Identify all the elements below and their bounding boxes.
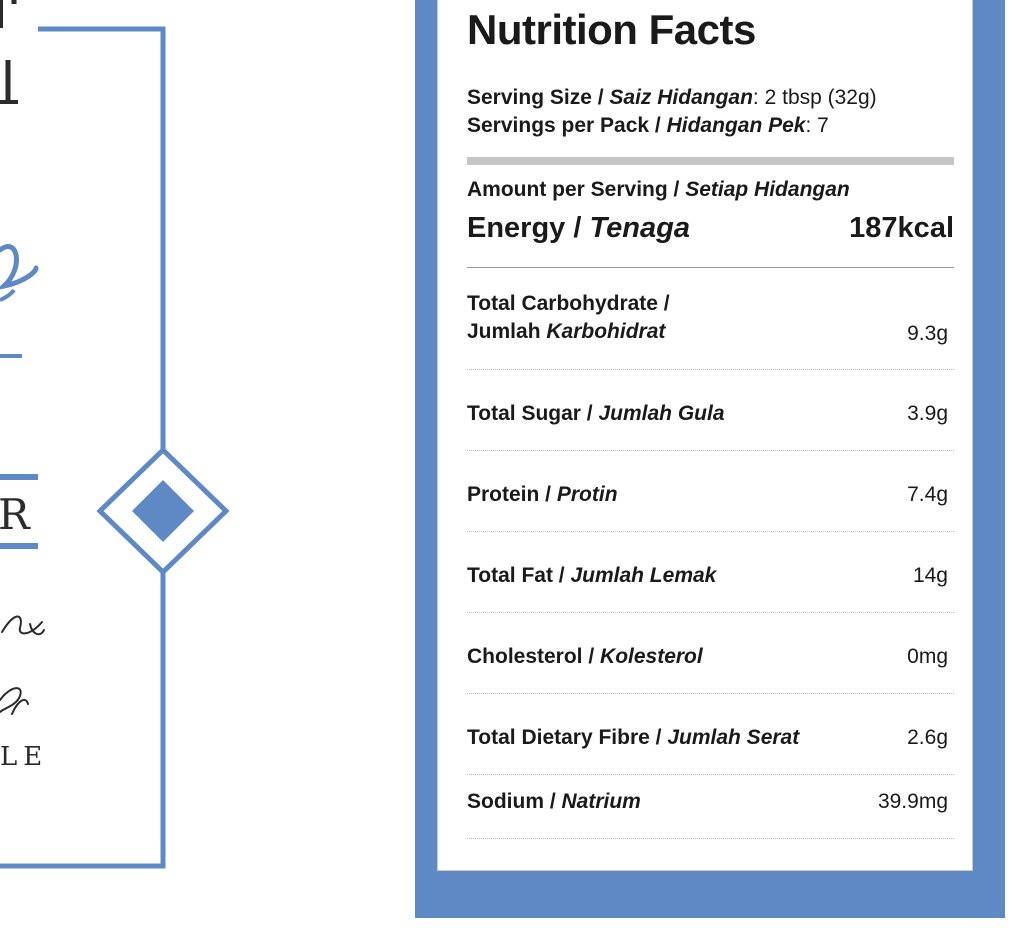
nutrient-label-en: Total Dietary Fibre / xyxy=(467,726,668,749)
nutrient-label-en2: Jumlah xyxy=(467,320,547,343)
servings-per-pack: Servings per Pack / Hidangan Pek: 7 xyxy=(467,114,829,138)
nutrient-value: 0mg xyxy=(907,645,948,668)
nutrient-value: 7.4g xyxy=(907,483,948,506)
nutrition-title: Nutrition Facts xyxy=(467,6,756,53)
energy-row: Energy / Tenaga 187kcal xyxy=(467,212,954,258)
nutrient-label-en: Total Sugar / xyxy=(467,402,599,425)
nutrient-label-ms: Karbohidrat xyxy=(546,320,666,343)
nutrient-label: Total Dietary Fibre / Jumlah Serat xyxy=(467,724,799,752)
label-letter: R xyxy=(0,490,30,539)
nutrient-label: Total Carbohydrate / xyxy=(467,292,670,315)
row-divider xyxy=(467,838,954,839)
energy-value: 187kcal xyxy=(849,212,954,244)
serving-size: Serving Size / Saiz Hidangan: 2 tbsp (32… xyxy=(467,86,877,110)
nutrient-value: 2.6g xyxy=(907,726,948,749)
serving-size-label: Serving Size / xyxy=(467,86,610,109)
servings-per-pack-value: : 7 xyxy=(805,114,829,137)
nutrient-label: Cholesterol / Kolesterol xyxy=(467,643,703,671)
nutrient-value: 14g xyxy=(912,564,948,587)
nutrient-row-sugar: Total Sugar / Jumlah Gula 3.9g xyxy=(467,400,954,428)
nutrient-label-en: Protein / xyxy=(467,483,557,506)
energy-label-ms: Tenaga xyxy=(589,212,690,244)
nutrient-value: 9.3g xyxy=(907,322,948,345)
nutrient-label-ms: Jumlah Serat xyxy=(667,726,800,749)
energy-label-en: Energy / xyxy=(467,212,590,244)
row-divider xyxy=(467,531,954,532)
nutrient-label-line2: Jumlah Karbohidrat xyxy=(467,318,665,346)
row-divider xyxy=(467,369,954,370)
nutrient-row-fibre: Total Dietary Fibre / Jumlah Serat 2.6g xyxy=(467,724,954,752)
nutrient-row-carbohydrate: Total Carbohydrate / Jumlah Karbohidrat … xyxy=(467,290,954,350)
energy-divider xyxy=(467,267,954,268)
nutrient-label-ms: Jumlah Gula xyxy=(598,402,725,425)
nutrient-label: Total Sugar / Jumlah Gula xyxy=(467,400,725,428)
nutrient-label: Sodium / Natrium xyxy=(467,788,641,816)
row-divider xyxy=(467,693,954,694)
product-label-fragment: R LE xyxy=(0,0,240,940)
amount-label-ms: Setiap Hidangan xyxy=(685,178,850,201)
nutrient-row-fat: Total Fat / Jumlah Lemak 14g xyxy=(467,562,954,590)
serving-size-value: : 2 tbsp (32g) xyxy=(752,86,877,109)
nutrient-label-ms: Protin xyxy=(556,483,618,506)
label-border-art xyxy=(0,0,230,869)
row-divider xyxy=(467,450,954,451)
energy-label: Energy / Tenaga xyxy=(467,212,690,245)
section-divider xyxy=(467,157,954,165)
nutrient-label-en: Cholesterol / xyxy=(467,645,601,668)
servings-per-pack-label-ms: Hidangan Pek xyxy=(666,114,806,137)
amount-per-serving: Amount per Serving / Setiap Hidangan xyxy=(467,178,850,202)
row-divider xyxy=(467,612,954,613)
nutrient-label-en: Sodium / xyxy=(467,790,562,813)
nutrition-facts-panel: Nutrition Facts Serving Size / Saiz Hida… xyxy=(437,0,973,871)
nutrient-row-sodium: Sodium / Natrium 39.9mg xyxy=(467,788,954,816)
nutrient-label: Protein / Protin xyxy=(467,481,618,509)
nutrient-label-ms: Kolesterol xyxy=(600,645,703,668)
label-word-fragment: LE xyxy=(0,742,49,772)
nutrient-label: Total Fat / Jumlah Lemak xyxy=(467,562,716,590)
nutrient-value: 39.9mg xyxy=(877,790,948,813)
nutrient-label-ms: Jumlah Lemak xyxy=(570,564,717,587)
serving-size-label-ms: Saiz Hidangan xyxy=(609,86,753,109)
amount-label: Amount per Serving / xyxy=(467,178,686,201)
row-divider xyxy=(467,774,954,775)
nutrient-row-cholesterol: Cholesterol / Kolesterol 0mg xyxy=(467,643,954,671)
servings-per-pack-label: Servings per Pack / xyxy=(467,114,667,137)
nutrient-value: 3.9g xyxy=(907,402,948,425)
nutrient-label-ms: Natrium xyxy=(561,790,641,813)
nutrient-label-en: Total Fat / xyxy=(467,564,571,587)
nutrient-row-protein: Protein / Protin 7.4g xyxy=(467,481,954,509)
